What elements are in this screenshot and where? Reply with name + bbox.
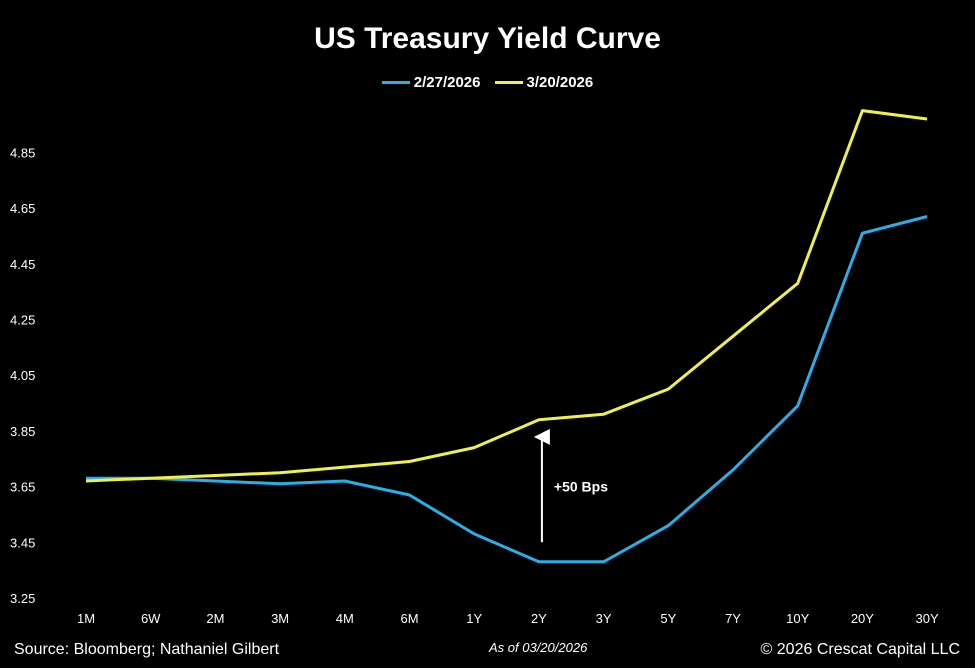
x-tick-label: 2M: [206, 611, 224, 626]
y-tick-label: 4.65: [10, 201, 35, 216]
x-axis: 1M 6W 2M 3M 4M 6M 1Y 2Y 3Y 5Y 7Y 10Y 20Y 30Y: [77, 611, 939, 626]
x-tick-label: 3Y: [596, 611, 612, 626]
y-tick-label: 3.45: [10, 535, 35, 550]
legend-swatch-series-1: [381, 81, 410, 84]
x-tick-label: 5Y: [660, 611, 676, 626]
y-axis: 3.25 3.45 3.65 3.85 4.05 4.25 4.45 4.65 4.85: [10, 145, 35, 606]
legend-swatch-series-2: [494, 81, 523, 84]
source-note: Source: Bloomberg; Nathaniel Gilbert: [14, 641, 280, 658]
x-tick-label: 1M: [77, 611, 95, 626]
x-tick-label: 3M: [271, 611, 289, 626]
x-tick-label: 20Y: [851, 611, 874, 626]
series-line-1: [86, 215, 928, 564]
y-tick-label: 4.45: [10, 257, 35, 272]
annotation-label: +50 Bps: [554, 479, 608, 495]
x-tick-label: 6W: [141, 611, 161, 626]
legend-label-series-2: 3/20/2026: [526, 74, 594, 91]
annotation: +50 Bps: [533, 428, 608, 543]
x-tick-label: 1Y: [466, 611, 482, 626]
series-line-2: [85, 109, 928, 483]
x-tick-label: 2Y: [531, 611, 547, 626]
copyright-note: © 2026 Crescat Capital LLC: [760, 641, 960, 658]
y-tick-label: 3.65: [10, 480, 35, 495]
x-tick-label: 6M: [400, 611, 418, 626]
legend-label-series-1: 2/27/2026: [413, 74, 481, 91]
x-tick-label: 7Y: [725, 611, 741, 626]
x-tick-label: 10Y: [786, 611, 809, 626]
y-tick-label: 4.25: [10, 313, 35, 328]
x-tick-label: 30Y: [916, 611, 939, 626]
series-lines: [85, 109, 928, 564]
legend-item-series-1: 2/27/2026: [381, 74, 481, 91]
chart-title: US Treasury Yield Curve: [314, 22, 661, 55]
y-tick-label: 3.25: [10, 591, 35, 606]
as-of-note: As of 03/20/2026: [489, 640, 588, 655]
legend-item-series-2: 3/20/2026: [494, 74, 594, 91]
y-tick-label: 3.85: [10, 424, 35, 439]
y-tick-label: 4.05: [10, 368, 35, 383]
x-tick-label: 4M: [336, 611, 354, 626]
y-tick-label: 4.85: [10, 145, 35, 160]
legend: 2/27/2026 3/20/2026: [0, 74, 975, 91]
